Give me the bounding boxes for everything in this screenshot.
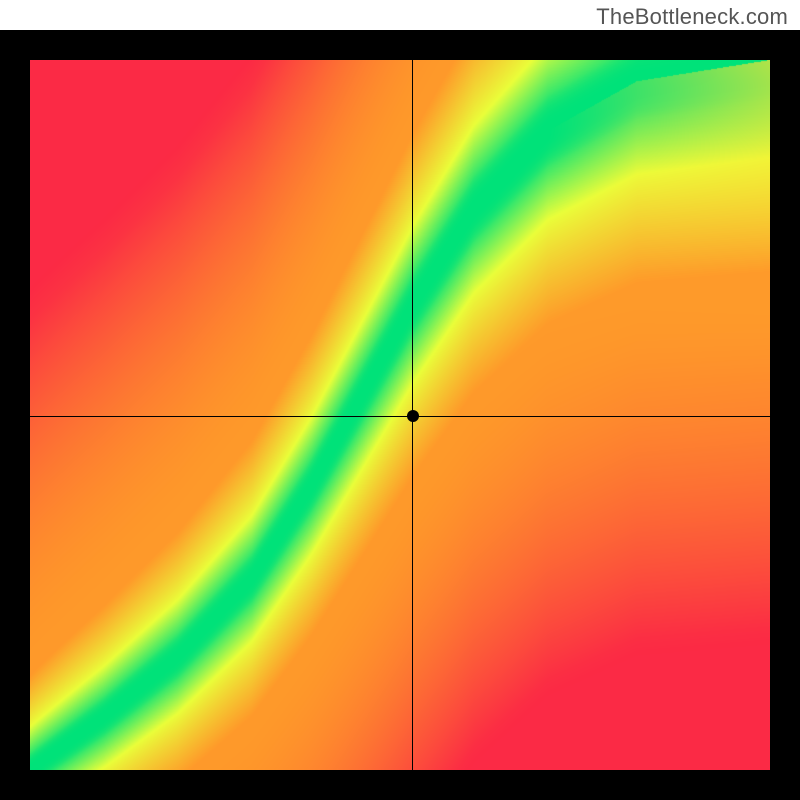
heatmap-plot bbox=[30, 60, 770, 770]
crosshair-horizontal bbox=[30, 416, 770, 417]
outer-frame bbox=[0, 30, 800, 800]
watermark-text: TheBottleneck.com bbox=[596, 4, 788, 30]
marker-point bbox=[407, 410, 419, 422]
chart-container: TheBottleneck.com bbox=[0, 0, 800, 800]
